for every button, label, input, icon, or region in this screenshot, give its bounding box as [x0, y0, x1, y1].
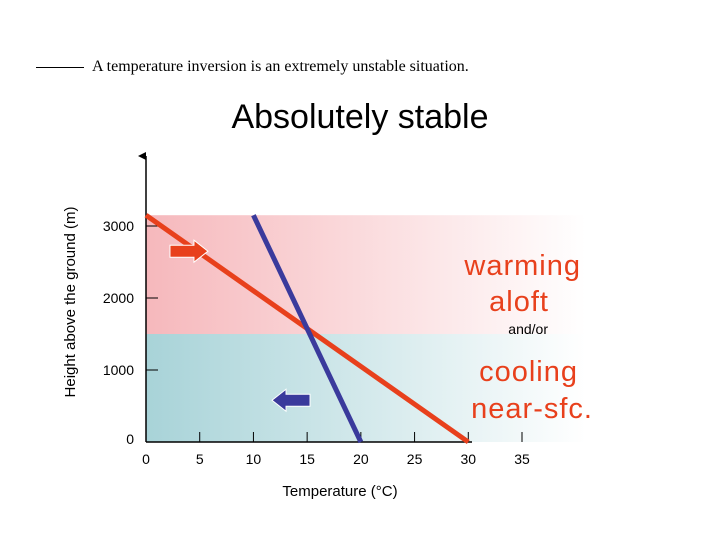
ticks: 0 5 10 15 20 25 30 35 0 1000 2000 3000: [103, 218, 530, 467]
band-1: [146, 334, 586, 442]
answer-blank: [36, 67, 84, 68]
series-line-1: [251, 214, 364, 444]
shift-arrow-right: [169, 239, 209, 264]
question-text: A temperature inversion is an extremely …: [36, 58, 696, 76]
y-tick-label-1000: 1000: [103, 362, 134, 378]
annotation-cooling: cooling: [479, 356, 578, 388]
x-tick-label-0: 0: [142, 451, 150, 467]
x-tick-label-35: 35: [514, 451, 530, 467]
axes: [138, 152, 472, 443]
y-tick-label-2000: 2000: [103, 290, 134, 306]
chart-title: Absolutely stable: [231, 98, 489, 136]
question-statement: A temperature inversion is an extremely …: [92, 58, 469, 75]
x-tick-label-20: 20: [353, 451, 369, 467]
shift-arrow-left: [271, 388, 311, 413]
x-tick-label-15: 15: [299, 451, 315, 467]
x-tick-label-10: 10: [246, 451, 262, 467]
y-tick-label-0: 0: [126, 431, 134, 447]
annotation-warming: warming: [463, 250, 581, 282]
annotation-and-or: and/or: [508, 321, 548, 337]
x-tick-label-30: 30: [460, 451, 476, 467]
background-bands: [146, 215, 586, 442]
band-0: [146, 215, 586, 334]
chart-labels: Temperature (°C) Height above the ground …: [62, 207, 593, 500]
y-axis-title: Height above the ground (m): [62, 207, 79, 398]
shift-arrows: [169, 239, 311, 413]
annotation-aloft: aloft: [489, 286, 549, 318]
x-tick-label-5: 5: [196, 451, 204, 467]
x-tick-label-25: 25: [407, 451, 423, 467]
y-tick-label-3000: 3000: [103, 218, 134, 234]
x-axis-title: Temperature (°C): [282, 483, 397, 500]
annotation-near-sfc: near-sfc.: [471, 393, 593, 425]
